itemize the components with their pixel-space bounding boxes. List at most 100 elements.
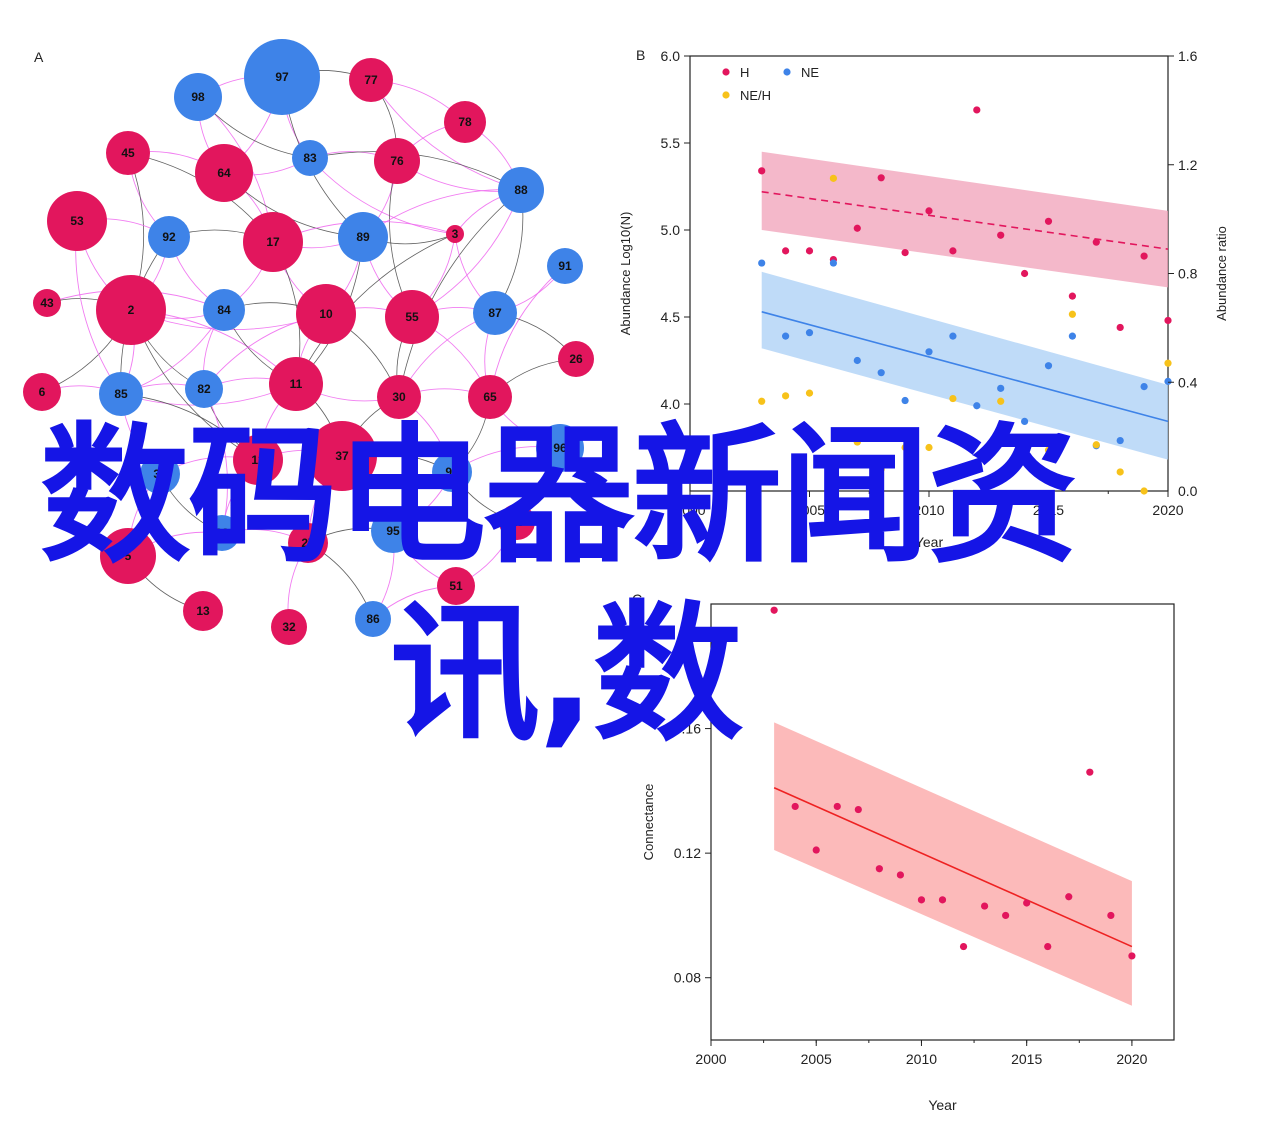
data-point <box>949 394 957 403</box>
y2-axis-label: Abundance ratio <box>1214 226 1229 321</box>
x-tick-label: 2005 <box>801 1051 832 1067</box>
network-node-label: 86 <box>366 612 380 626</box>
network-node-84: 84 <box>203 289 245 331</box>
data-point <box>1116 323 1124 332</box>
network-node-label: 37 <box>335 449 349 463</box>
data-point <box>997 384 1005 392</box>
data-point <box>812 846 820 854</box>
data-point <box>959 942 968 951</box>
data-point <box>1116 436 1124 445</box>
data-point <box>1065 893 1073 901</box>
network-node-87: 87 <box>473 291 517 335</box>
network-node-label: 87 <box>488 306 502 320</box>
network-node-26: 26 <box>558 341 594 377</box>
network-node-circle <box>338 212 388 262</box>
data-point <box>938 896 947 904</box>
y2-tick-label: 0.4 <box>1178 374 1198 390</box>
y-tick-label: 4.0 <box>661 396 681 412</box>
fit-line <box>773 787 1133 948</box>
data-point <box>1044 942 1052 951</box>
data-point <box>917 896 926 904</box>
x-tick-label: 2010 <box>906 1051 937 1067</box>
data-point <box>877 369 885 377</box>
network-node-circle <box>183 591 223 631</box>
y-tick-label: 0.08 <box>674 970 701 986</box>
network-node-27: 27 <box>288 523 328 563</box>
network-node-label: 53 <box>70 214 84 228</box>
data-point <box>875 865 883 873</box>
network-node-circle <box>203 289 245 331</box>
network-nodes: 97 77 98 78 45 64 83 76 88 53 92 17 89 3 91 43 2 84 10 55 87… <box>23 39 594 645</box>
network-node-95: 95 <box>371 509 415 553</box>
network-node-circle <box>271 609 307 645</box>
network-node-37: 37 <box>307 421 377 491</box>
data-point <box>973 462 981 471</box>
network-node-circle <box>269 357 323 411</box>
data-point <box>1116 468 1124 476</box>
network-node-label: 43 <box>40 296 54 310</box>
network-node-circle <box>374 138 420 184</box>
connectance-plot-frame <box>710 603 1175 1041</box>
data-point <box>791 802 799 811</box>
network-edge <box>398 189 522 398</box>
network-node-label: 92 <box>162 230 176 244</box>
network-node-label: 94 <box>445 465 459 479</box>
network-node-circle <box>288 523 328 563</box>
connectance-confidence-band <box>774 722 1132 1006</box>
network-edge <box>309 157 456 235</box>
network-node-circle <box>100 528 156 584</box>
network-node-label: 32 <box>282 620 296 634</box>
y2-tick-label: 1.2 <box>1178 157 1198 173</box>
data-point <box>949 332 957 340</box>
network-node-label: 95 <box>386 524 400 538</box>
network-edge <box>295 233 456 385</box>
panel-a-label: A <box>34 49 44 65</box>
network-node-94: 94 <box>432 452 472 492</box>
network-node-circle <box>174 73 222 121</box>
network-node-label: 26 <box>569 352 583 366</box>
x-tick-label: 2000 <box>695 1051 726 1067</box>
panel-c-label: C <box>632 591 642 607</box>
data-point <box>829 174 838 182</box>
confidence-band <box>761 151 1168 288</box>
network-node-98: 98 <box>174 73 222 121</box>
network-node-label: 3 <box>452 227 459 241</box>
data-point <box>997 231 1005 239</box>
data-point <box>854 805 862 814</box>
data-point <box>1021 446 1029 454</box>
network-node-label: 13 <box>196 604 210 618</box>
data-point <box>1044 217 1053 225</box>
data-point <box>770 606 778 614</box>
network-node-label: 84 <box>217 303 231 317</box>
y2-tick-label: 0.0 <box>1178 483 1198 499</box>
legend-marker-H <box>722 68 730 76</box>
network-node-label: 98 <box>191 90 205 104</box>
x-tick-label: 2005 <box>794 502 825 518</box>
network-node-18: 18 <box>499 504 535 540</box>
data-point <box>1086 768 1094 776</box>
network-node-12: 12 <box>233 435 283 485</box>
data-point <box>901 443 909 452</box>
network-node-label: 51 <box>449 579 463 593</box>
network-node-45: 45 <box>106 131 150 175</box>
network-node-label: 82 <box>197 382 211 396</box>
data-point <box>973 106 981 114</box>
data-point <box>1128 952 1136 960</box>
network-node-label: 10 <box>319 307 333 321</box>
legend-label-NE/H: NE/H <box>740 88 771 103</box>
network-node-label: 65 <box>483 390 497 404</box>
network-node-86: 86 <box>355 601 391 637</box>
data-point <box>877 465 885 473</box>
network-node-label: 89 <box>356 230 370 244</box>
y2-tick-label: 1.6 <box>1178 48 1198 64</box>
network-node-13: 13 <box>183 591 223 631</box>
x-tick-label: 2020 <box>1152 502 1183 518</box>
network-node-circle <box>444 101 486 143</box>
data-point <box>758 167 766 175</box>
network-node-label: 30 <box>392 390 406 404</box>
abundance-points <box>758 106 1172 495</box>
network-node-circle <box>233 435 283 485</box>
network-node-2: 2 <box>96 275 166 345</box>
abundance-axes: 2000 2005 2010 2015 2020 4.0 4.5 5.0 5.5 6.0 Year 0… <box>618 48 1229 550</box>
